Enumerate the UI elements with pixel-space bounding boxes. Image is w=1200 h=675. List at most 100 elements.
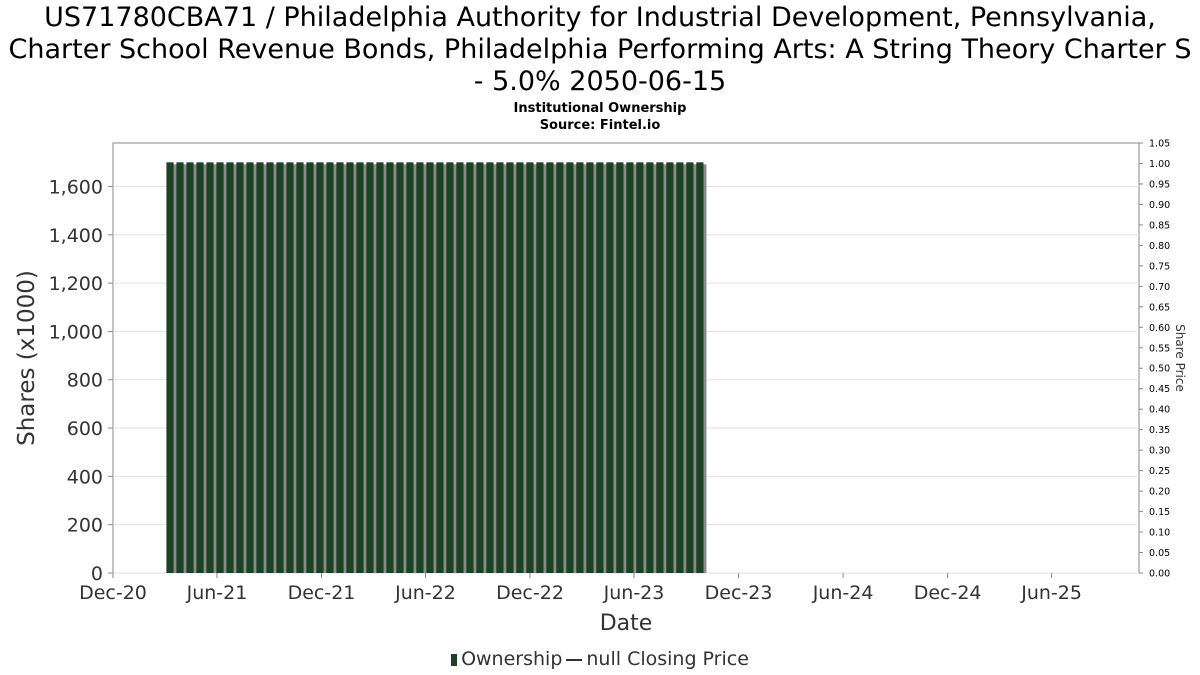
y2-tick-label: 0.80 <box>1149 241 1170 252</box>
ownership-bar <box>636 162 644 573</box>
y2-tick-label: 0.55 <box>1149 343 1170 354</box>
y-tick-label: 0 <box>91 563 103 585</box>
ownership-bar <box>546 162 554 573</box>
ownership-bar <box>526 162 534 573</box>
y2-tick-label: 0.10 <box>1149 528 1170 539</box>
y-tick-label: 1,400 <box>49 225 103 247</box>
y-tick-label: 200 <box>67 515 103 537</box>
ownership-bar <box>446 162 454 573</box>
x-tick-label: Jun-22 <box>394 582 456 604</box>
ownership-bar <box>276 162 284 573</box>
x-tick-label: Jun-24 <box>812 582 874 604</box>
ownership-bar <box>236 162 244 573</box>
x-tick-label: Dec-22 <box>496 582 564 604</box>
y-tick-label: 1,200 <box>49 273 103 295</box>
ownership-bar <box>356 162 364 573</box>
price-legend-swatch <box>566 658 583 661</box>
ownership-bar <box>506 162 514 573</box>
ownership-bar <box>346 162 354 573</box>
chart-title: US71780CBA71 / Philadelphia Authority fo… <box>8 2 1192 97</box>
y-tick-label: 800 <box>67 370 103 392</box>
y2-tick-label: 0.65 <box>1149 302 1170 313</box>
ownership-bar <box>696 162 704 573</box>
y-axis-left: 0 200 400 600 800 1,000 1,200 1,400 1,600 <box>49 176 113 585</box>
ownership-legend-label: Ownership <box>461 648 563 670</box>
y-tick-label: 400 <box>67 466 103 488</box>
ownership-bar <box>516 162 524 573</box>
ownership-bar <box>436 162 444 573</box>
ownership-bar <box>496 162 504 573</box>
y2-tick-label: 1.00 <box>1149 159 1170 170</box>
ownership-bar <box>626 162 634 573</box>
ownership-bar <box>226 162 234 573</box>
legend: Ownership null Closing Price <box>0 647 1200 671</box>
ownership-bar <box>386 162 394 573</box>
y2-tick-label: 0.85 <box>1149 220 1170 231</box>
y2-tick-label: 0.60 <box>1149 323 1170 334</box>
ownership-bar <box>476 162 484 573</box>
ownership-bar <box>686 162 694 573</box>
x-axis-label: Date <box>600 611 653 636</box>
ownership-bar <box>616 162 624 573</box>
y2-tick-label: 0.05 <box>1149 548 1170 559</box>
ownership-bar <box>666 162 674 573</box>
ownership-bar <box>576 162 584 573</box>
y2-tick-label: 0.15 <box>1149 507 1170 518</box>
chart-source: Source: Fintel.io <box>539 118 661 133</box>
ownership-bar <box>246 162 254 573</box>
y2-tick-label: 0.70 <box>1149 282 1170 293</box>
ownership-bar <box>326 162 334 573</box>
ownership-bar <box>316 162 324 573</box>
x-axis: Dec-20 Jun-21 Dec-21 Jun-22 Dec-22 Jun-23 Dec-… <box>79 573 1082 604</box>
ownership-bar <box>596 162 604 573</box>
y2-tick-label: 0.20 <box>1149 487 1170 498</box>
ownership-bar <box>606 162 614 573</box>
ownership-bar <box>676 162 684 573</box>
y2-tick-label: 0.30 <box>1149 446 1170 457</box>
ownership-bar <box>396 162 404 573</box>
ownership-bar <box>556 162 564 573</box>
ownership-bar <box>206 162 214 573</box>
ownership-bar <box>256 162 264 573</box>
y-axis-right: 0.00 0.05 0.10 0.15 0.20 0.25 0.30 0.35 0.40 0.45… <box>1139 139 1170 580</box>
ownership-bar <box>536 162 544 573</box>
ownership-bar <box>646 162 654 573</box>
y2-tick-label: 0.50 <box>1149 364 1170 375</box>
y2-tick-label: 0.95 <box>1149 179 1170 190</box>
price-legend-label: null Closing Price <box>586 648 749 670</box>
ownership-bar <box>416 162 424 573</box>
ownership-bar <box>456 162 464 573</box>
chart-subtitle: Institutional Ownership <box>513 101 687 116</box>
ownership-bar <box>586 162 594 573</box>
ownership-bars <box>166 162 707 573</box>
y2-tick-label: 0.45 <box>1149 384 1170 395</box>
y-tick-label: 1,600 <box>49 176 103 198</box>
ownership-bar <box>406 162 414 573</box>
y2-tick-label: 0.35 <box>1149 425 1170 436</box>
ownership-bar <box>376 162 384 573</box>
ownership-bar <box>566 162 574 573</box>
y2-tick-label: 1.05 <box>1149 139 1170 150</box>
ownership-bar <box>166 162 174 573</box>
y2-axis-label: Share Price <box>1173 324 1187 392</box>
y2-tick-label: 0.90 <box>1149 200 1170 211</box>
ownership-bar <box>486 162 494 573</box>
y2-tick-label: 0.00 <box>1149 569 1170 580</box>
ownership-bar <box>186 162 194 573</box>
ownership-bar <box>336 162 344 573</box>
x-tick-label: Jun-23 <box>603 582 665 604</box>
y-axis-label: Shares (x1000) <box>14 270 40 446</box>
ownership-legend-swatch <box>451 653 458 666</box>
ownership-bar <box>366 162 374 573</box>
x-tick-label: Dec-24 <box>914 582 982 604</box>
x-tick-label: Dec-20 <box>79 582 147 604</box>
x-tick-label: Dec-21 <box>288 582 356 604</box>
ownership-bar <box>266 162 274 573</box>
ownership-bar <box>176 162 184 573</box>
y-tick-label: 600 <box>67 418 103 440</box>
x-tick-label: Jun-25 <box>1020 582 1082 604</box>
ownership-bar <box>296 162 304 573</box>
y2-tick-label: 0.75 <box>1149 261 1170 272</box>
y2-tick-label: 0.25 <box>1149 466 1170 477</box>
